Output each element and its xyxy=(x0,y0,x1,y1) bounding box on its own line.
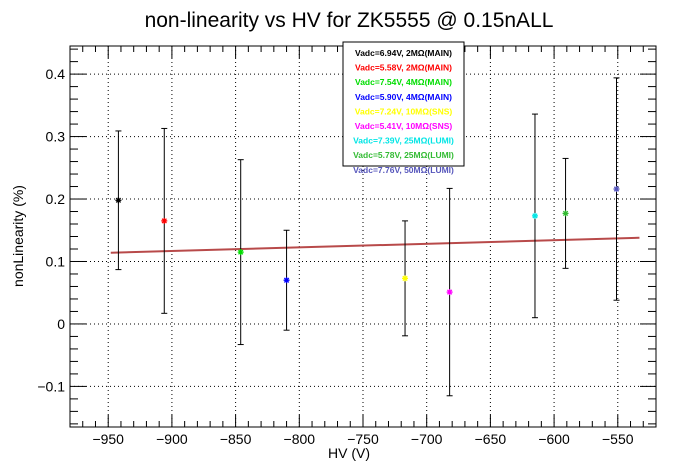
data-point xyxy=(283,277,290,284)
legend-entry: Vadc=7.76V, 50MΩ(LUMI) xyxy=(353,165,454,175)
point-mark-d2 xyxy=(446,289,453,295)
y-tick-label: 0 xyxy=(57,316,65,332)
data-point xyxy=(446,289,453,296)
legend-entry: Vadc=7.24V, 10MΩ(SNS) xyxy=(355,106,453,116)
x-tick-label: −600 xyxy=(538,431,570,447)
legend-entry: Vadc=6.94V, 2MΩ(MAIN) xyxy=(355,48,452,58)
y-tick-label: 0.2 xyxy=(46,191,66,207)
legend: Vadc=6.94V, 2MΩ(MAIN) Vadc=5.58V, 2MΩ(MAI… xyxy=(342,41,465,175)
legend-entry: Vadc=5.41V, 10MΩ(SNS) xyxy=(355,121,453,131)
x-tick-label: −650 xyxy=(475,431,507,447)
x-tick-label: −550 xyxy=(602,431,634,447)
x-tick-label: −750 xyxy=(347,431,379,447)
grid xyxy=(70,46,656,427)
legend-entry: Vadc=5.90V, 4MΩ(MAIN) xyxy=(355,92,452,102)
legend-entry: Vadc=5.58V, 2MΩ(MAIN) xyxy=(355,63,452,73)
fit-line-group xyxy=(110,236,640,254)
y-tick-label: 0.4 xyxy=(46,66,66,82)
x-tick-label: −700 xyxy=(411,431,443,447)
point-mark-d2 xyxy=(613,186,620,192)
data-point xyxy=(562,210,569,217)
legend-entry: Vadc=7.54V, 4MΩ(MAIN) xyxy=(355,77,452,87)
data-point xyxy=(237,249,244,256)
y-tick-label: −0.1 xyxy=(37,378,65,394)
point-mark-d2 xyxy=(115,197,122,203)
data-points xyxy=(115,77,620,397)
chart-title: non-linearity vs HV for ZK5555 @ 0.15nAL… xyxy=(145,9,554,32)
x-axis-title: HV (V) xyxy=(328,445,370,461)
data-point xyxy=(402,275,409,282)
point-mark-d2 xyxy=(532,213,538,219)
legend-entry: Vadc=7.39V, 25MΩ(LUMI) xyxy=(353,136,454,146)
x-tick-label: −950 xyxy=(92,431,124,447)
legend-entry: Vadc=5.78V, 25MΩ(LUMI) xyxy=(353,150,454,160)
point-mark-d2 xyxy=(161,218,167,224)
point-mark-d2 xyxy=(283,277,290,283)
data-point xyxy=(531,212,538,219)
y-tick-label: 0.1 xyxy=(46,253,66,269)
data-point xyxy=(115,197,122,204)
data-point xyxy=(613,186,620,193)
y-tick-label: 0.3 xyxy=(46,129,66,145)
fit-line xyxy=(110,236,640,254)
x-tick-label: −850 xyxy=(220,431,252,447)
y-axis-title: nonLinearity (%) xyxy=(10,185,26,287)
point-mark-d2 xyxy=(562,210,569,217)
x-tick-label: −900 xyxy=(156,431,188,447)
x-tick-label: −800 xyxy=(284,431,316,447)
legend-box xyxy=(342,41,465,167)
data-point xyxy=(161,217,168,224)
point-mark-d2 xyxy=(402,275,408,282)
point-mark-d2 xyxy=(238,249,244,255)
